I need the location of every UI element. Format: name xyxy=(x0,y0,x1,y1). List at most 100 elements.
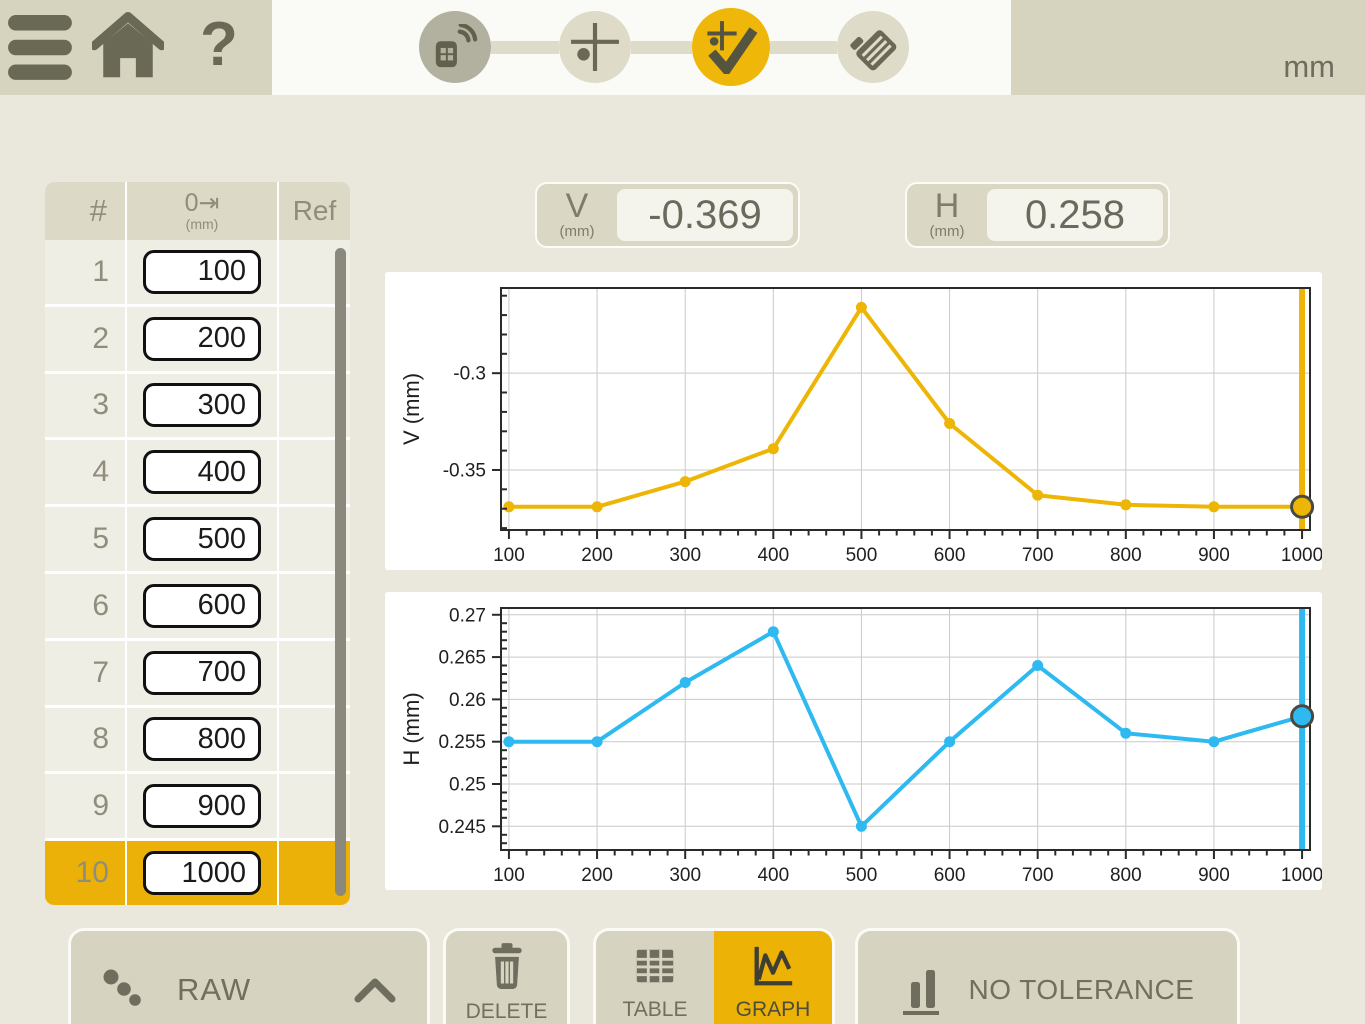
row-distance-cell: 300 xyxy=(127,373,277,438)
table-row[interactable]: 3 300 xyxy=(45,373,350,438)
tolerance-button[interactable]: NO TOLERANCE xyxy=(855,928,1240,1024)
graph-label: GRAPH xyxy=(735,998,811,1021)
measure-points-table: # 0⇥ (mm) Ref 1 100 2 200 3 300 4 400 5 500 6 600 7 7… xyxy=(45,182,350,905)
table-row[interactable]: 10 1000 xyxy=(45,841,350,905)
svg-text:H (mm): H (mm) xyxy=(399,692,424,765)
distance-value-field[interactable]: 400 xyxy=(143,450,261,495)
distance-value-field[interactable]: 100 xyxy=(143,249,261,294)
distance-value-field[interactable]: 900 xyxy=(143,784,261,829)
help-icon[interactable]: ? xyxy=(200,9,238,79)
h-chart-panel: 100 200 300 400 500 600 700 800 900 1000 0.27 0.265… xyxy=(385,592,1323,890)
table-body: 1 100 2 200 3 300 4 400 5 500 6 600 7 700 8 800 9 900 10 10… xyxy=(45,240,350,905)
svg-text:0.25: 0.25 xyxy=(449,775,486,796)
table-row[interactable]: 5 500 xyxy=(45,507,350,571)
graph-line-icon xyxy=(754,946,793,986)
top-bar-unit-block: mm xyxy=(1011,0,1365,95)
svg-text:V (mm): V (mm) xyxy=(399,373,424,445)
svg-text:500: 500 xyxy=(846,545,878,566)
row-distance-cell: 200 xyxy=(127,306,277,371)
column-header-distance: 0⇥ (mm) xyxy=(127,182,277,240)
svg-text:700: 700 xyxy=(1022,865,1054,886)
table-header-row: # 0⇥ (mm) Ref xyxy=(45,182,350,240)
distance-value-field[interactable]: 1000 xyxy=(143,851,261,896)
top-bar: ? xyxy=(0,0,1365,95)
workflow-connector xyxy=(491,41,559,54)
table-row[interactable]: 9 900 xyxy=(45,774,350,839)
svg-text:0.265: 0.265 xyxy=(438,648,486,669)
svg-text:300: 300 xyxy=(669,865,701,886)
device-wireless-icon xyxy=(435,24,478,68)
crosshair-check-icon xyxy=(707,21,758,74)
table-grid-icon xyxy=(636,949,674,983)
table-view-button[interactable]: TABLE xyxy=(596,931,714,1024)
distance-value-field[interactable]: 700 xyxy=(143,650,261,695)
delete-button[interactable]: DELETE xyxy=(443,928,570,1024)
column-header-ref: Ref xyxy=(279,182,350,240)
row-index: 2 xyxy=(45,306,125,371)
workflow-step-device[interactable] xyxy=(419,11,491,83)
v-readout-value: -0.369 xyxy=(617,189,793,241)
distance-value-field[interactable]: 500 xyxy=(143,517,261,562)
table-row[interactable]: 6 600 xyxy=(45,573,350,638)
view-toggle: TABLE GRAPH xyxy=(593,928,835,1024)
delete-label: DELETE xyxy=(465,1000,548,1023)
row-distance-cell: 600 xyxy=(127,573,277,638)
table-row[interactable]: 8 800 xyxy=(45,707,350,772)
v-chart[interactable]: 100 200 300 400 500 600 700 800 900 1000 -0.3 -0.35… xyxy=(385,272,1323,570)
svg-text:400: 400 xyxy=(757,865,789,886)
svg-text:600: 600 xyxy=(934,545,966,566)
row-distance-cell: 700 xyxy=(127,640,277,705)
row-index: 3 xyxy=(45,373,125,438)
svg-text:0.26: 0.26 xyxy=(449,690,486,711)
row-index: 5 xyxy=(45,507,125,571)
column-header-index: # xyxy=(45,182,125,240)
row-index: 8 xyxy=(45,707,125,772)
report-document-icon xyxy=(850,30,897,71)
workflow-step-measure-points[interactable] xyxy=(559,11,631,83)
table-row[interactable]: 1 100 xyxy=(45,240,350,304)
table-row[interactable]: 4 400 xyxy=(45,440,350,505)
svg-text:300: 300 xyxy=(669,545,701,566)
h-value-readout: H (mm) 0.258 xyxy=(905,182,1170,248)
tolerance-label: NO TOLERANCE xyxy=(968,973,1195,1005)
crosshair-icon xyxy=(571,23,619,71)
row-distance-cell: 800 xyxy=(127,707,277,772)
row-index: 1 xyxy=(45,240,125,304)
distance-value-field[interactable]: 600 xyxy=(143,583,261,628)
workflow-step-report[interactable] xyxy=(837,11,909,83)
workflow-connector xyxy=(631,41,692,54)
distance-value-field[interactable]: 200 xyxy=(143,316,261,361)
workflow-connector xyxy=(770,41,837,54)
svg-text:900: 900 xyxy=(1198,865,1230,886)
svg-text:100: 100 xyxy=(493,865,525,886)
svg-text:0.27: 0.27 xyxy=(449,605,486,626)
table-row[interactable]: 7 700 xyxy=(45,640,350,705)
unit-indicator: mm xyxy=(1283,49,1335,84)
svg-text:1000: 1000 xyxy=(1281,545,1322,566)
row-distance-cell: 500 xyxy=(127,507,277,571)
distance-value-field[interactable]: 300 xyxy=(143,383,261,428)
row-distance-cell: 900 xyxy=(127,774,277,839)
workflow-step-register-measurement[interactable] xyxy=(692,8,770,86)
raw-values-dropdown[interactable]: RAW xyxy=(68,928,430,1024)
graph-view-button[interactable]: GRAPH xyxy=(714,931,832,1024)
row-distance-cell: 1000 xyxy=(127,841,277,905)
home-icon[interactable] xyxy=(92,11,164,85)
h-chart[interactable]: 100 200 300 400 500 600 700 800 900 1000 0.27 0.265… xyxy=(385,592,1323,890)
svg-text:800: 800 xyxy=(1110,545,1142,566)
svg-text:200: 200 xyxy=(581,545,613,566)
table-row[interactable]: 2 200 xyxy=(45,306,350,371)
table-scrollbar[interactable] xyxy=(335,248,346,896)
svg-text:-0.35: -0.35 xyxy=(443,461,486,482)
hamburger-menu-icon[interactable] xyxy=(8,13,74,83)
v-value-readout: V (mm) -0.369 xyxy=(535,182,800,248)
svg-text:400: 400 xyxy=(757,545,789,566)
distance-value-field[interactable]: 800 xyxy=(143,717,261,762)
svg-text:-0.3: -0.3 xyxy=(453,364,486,385)
row-index: 7 xyxy=(45,640,125,705)
row-index: 10 xyxy=(45,841,125,905)
row-distance-cell: 100 xyxy=(127,240,277,304)
trash-icon xyxy=(491,943,522,990)
svg-text:800: 800 xyxy=(1110,865,1142,886)
svg-text:600: 600 xyxy=(934,865,966,886)
